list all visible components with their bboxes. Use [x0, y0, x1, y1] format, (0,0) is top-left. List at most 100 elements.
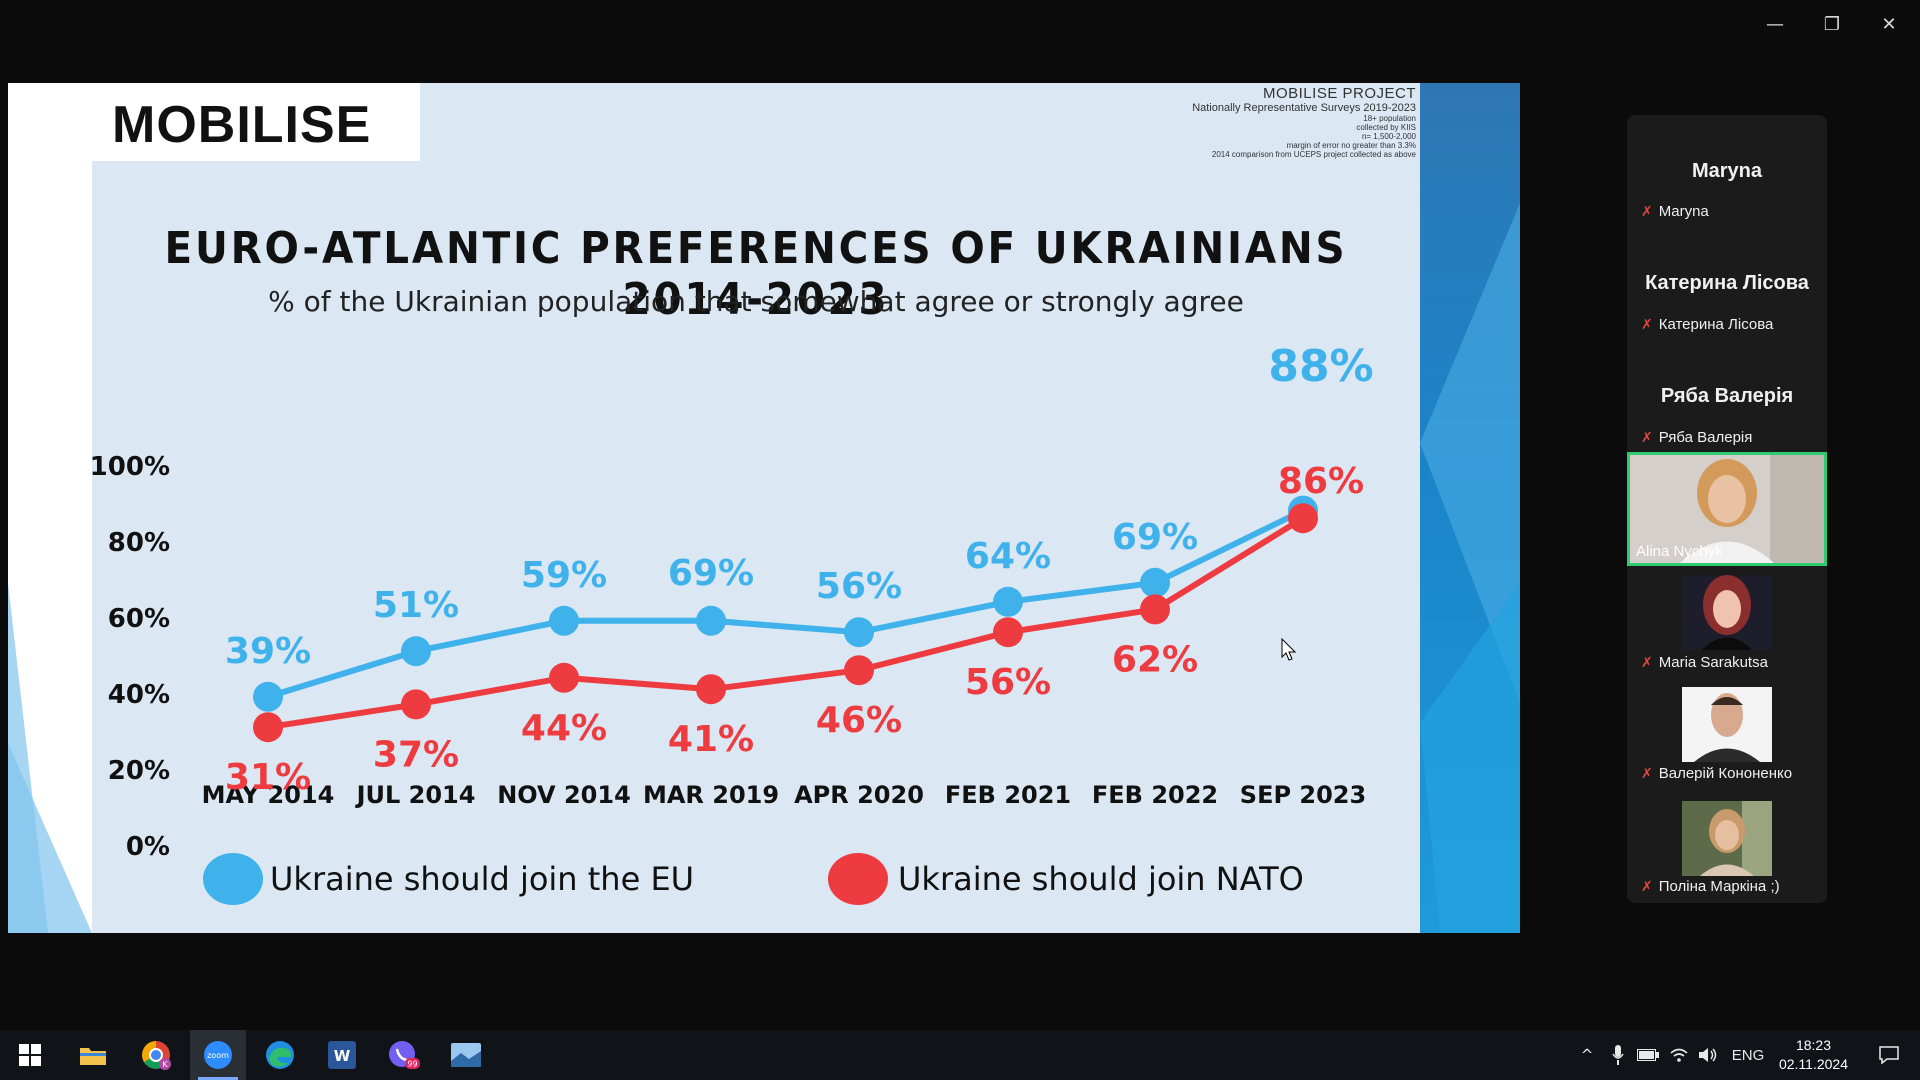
data-point — [1288, 503, 1318, 534]
participant-name-display: Ряба Валерія — [1660, 385, 1794, 407]
data-label: 56% — [816, 566, 902, 607]
clock-time: 18:23 — [1795, 1037, 1831, 1053]
mic-muted-icon: ✗ — [1641, 765, 1653, 782]
series-line-eu — [267, 507, 1305, 700]
microphone-icon[interactable] — [1606, 1030, 1630, 1080]
taskbar-app-edge[interactable] — [252, 1030, 308, 1080]
taskbar-app-photos[interactable] — [438, 1030, 494, 1080]
y-tick-label: 100% — [90, 452, 170, 482]
slide-left-triangles — [8, 583, 92, 933]
participant-label-text: Maria Sarakutsa — [1658, 654, 1768, 671]
word-icon-label: W — [334, 1047, 351, 1065]
x-tick-label: NOV 2014 — [497, 781, 631, 809]
active-speaker-tile[interactable]: Alina Nychyk — [1627, 452, 1827, 566]
mic-muted-icon: ✗ — [1641, 316, 1653, 333]
viber-unread-badge: 99 — [407, 1060, 417, 1069]
participant-name-display: Катерина Лісова — [1645, 272, 1809, 294]
taskbar-app-file-explorer[interactable] — [65, 1030, 121, 1080]
participant-label[interactable]: ✗ Ряба Валерія — [1641, 429, 1752, 446]
participant-video — [1630, 455, 1824, 563]
y-tick-label: 0% — [126, 832, 170, 862]
line-chart: 0% 20% 40% 60% 80% 100% MAY 2014 JUL 2014 NOV 20… — [90, 341, 1374, 905]
mic-muted-icon: ✗ — [1641, 429, 1653, 446]
participant-label-text: Поліна Маркіна ;) — [1658, 878, 1780, 895]
participant-label[interactable]: ✗ Валерій Кононенко — [1641, 765, 1792, 782]
taskbar-app-viber[interactable]: 99 — [376, 1030, 432, 1080]
source-notes: MOBILISE PROJECT Nationally Representati… — [1192, 85, 1416, 159]
close-button[interactable]: ✕ — [1881, 14, 1897, 35]
windows-icon — [19, 1044, 41, 1066]
mobilise-logo: MOBILISE — [92, 83, 420, 161]
data-point — [696, 674, 726, 705]
y-tick-label: 80% — [108, 528, 170, 558]
zoom-icon: zoom — [204, 1041, 232, 1069]
participant-label[interactable]: ✗ Поліна Маркіна ;) — [1641, 878, 1780, 895]
x-tick-label: FEB 2022 — [1092, 781, 1218, 809]
participant-label[interactable]: ✗ Maryna — [1641, 203, 1709, 220]
mic-muted-icon: ✗ — [1641, 654, 1653, 671]
taskbar-app-word[interactable]: W — [314, 1030, 370, 1080]
x-tick-label: MAY 2014 — [202, 781, 335, 809]
slide-content-area — [92, 83, 1420, 933]
mic-muted-icon: ✗ — [1641, 203, 1653, 220]
legend-swatch — [828, 853, 888, 905]
data-point — [844, 617, 874, 648]
data-point — [549, 605, 579, 636]
word-icon: W — [328, 1041, 356, 1069]
shared-screen-slide: MOBILISE MOBILISE PROJECT Nationally Rep… — [8, 83, 1520, 933]
y-tick-label: 40% — [108, 680, 170, 710]
legend-label: Ukraine should join the EU — [270, 860, 694, 898]
participant-label-text: Maryna — [1658, 203, 1709, 220]
participant-label[interactable]: ✗ Maria Sarakutsa — [1641, 654, 1768, 671]
tray-overflow-chevron-icon[interactable]: ^ — [1580, 1046, 1594, 1064]
source-line: Nationally Representative Surveys 2019-2… — [1192, 102, 1416, 114]
data-point — [1140, 567, 1170, 598]
taskbar-app-chrome[interactable]: K — [128, 1030, 184, 1080]
data-point — [549, 662, 579, 693]
data-label: 46% — [816, 700, 902, 741]
volume-icon[interactable] — [1694, 1030, 1722, 1080]
x-tick-label: APR 2020 — [794, 781, 924, 809]
data-label: 69% — [1112, 517, 1198, 558]
participant-label[interactable]: ✗ Катерина Лісова — [1641, 316, 1773, 333]
restore-button[interactable]: ❐ — [1823, 14, 1841, 35]
notifications-icon[interactable] — [1866, 1030, 1912, 1080]
participants-gallery: Maryna ✗ Maryna Катерина Лісова ✗ Катери… — [1627, 115, 1827, 903]
data-label: 37% — [373, 734, 459, 775]
minimize-button[interactable]: — — [1766, 14, 1784, 35]
data-point — [1140, 594, 1170, 625]
data-point — [401, 636, 431, 667]
x-tick-label: SEP 2023 — [1240, 781, 1366, 809]
data-point — [844, 655, 874, 686]
data-point — [253, 681, 283, 712]
battery-icon[interactable] — [1634, 1030, 1662, 1080]
edge-icon — [266, 1041, 294, 1069]
language-indicator[interactable]: ENG — [1731, 1046, 1765, 1064]
data-label: 86% — [1278, 461, 1364, 502]
source-line: n= 1,500-2,000 — [1361, 132, 1416, 141]
taskbar-clock[interactable]: 18:23 02.11.2024 — [1779, 1036, 1848, 1074]
data-label: 41% — [668, 719, 754, 760]
participant-name-display: Maryna — [1691, 160, 1763, 182]
data-point — [993, 617, 1023, 648]
wifi-icon[interactable] — [1665, 1030, 1693, 1080]
taskbar-app-zoom[interactable]: zoom — [190, 1030, 246, 1080]
data-label: 69% — [668, 553, 754, 594]
logo-text: MOBILISE — [112, 96, 372, 154]
mic-muted-icon: ✗ — [1641, 878, 1653, 895]
data-point — [993, 586, 1023, 617]
start-button[interactable] — [2, 1030, 58, 1080]
data-point — [253, 712, 283, 743]
x-tick-label: FEB 2021 — [945, 781, 1071, 809]
data-label: 59% — [521, 555, 607, 596]
y-tick-label: 20% — [108, 756, 170, 786]
source-line: 18+ population — [1363, 114, 1416, 123]
participant-label-text: Валерій Кононенко — [1658, 765, 1793, 782]
chart-subtitle: % of the Ukrainian population that somew… — [268, 285, 1244, 318]
source-line: 2014 comparison from UCEPS project colle… — [1211, 150, 1416, 159]
participant-label-text: Alina Nychyk — [1636, 543, 1723, 560]
data-label: 64% — [965, 536, 1051, 577]
chrome-profile-badge: K — [162, 1060, 168, 1069]
data-label: 88% — [1268, 341, 1373, 392]
